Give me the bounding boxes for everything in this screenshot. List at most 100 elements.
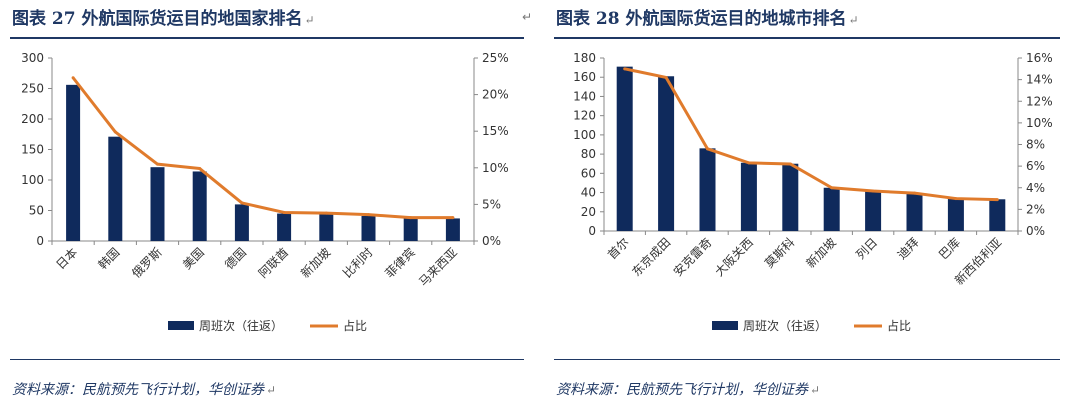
title-return-mark: ↵	[304, 13, 315, 27]
y2-tick-label: 12%	[1026, 94, 1053, 108]
share-point	[240, 201, 244, 205]
x-tick-label: 列日	[853, 235, 880, 262]
share-point	[623, 67, 627, 71]
bar	[403, 218, 418, 241]
source-text: 资料来源：民航预先飞行计划，华创证券	[556, 382, 808, 398]
bar	[108, 136, 123, 241]
y2-tick-label: 15%	[482, 124, 509, 138]
y-tick-label: 140	[573, 89, 596, 103]
bar	[906, 193, 923, 231]
y2-tick-label: 10%	[482, 161, 509, 175]
bar	[947, 198, 964, 231]
bar	[699, 148, 716, 231]
chart-panel-right: 图表 28 外航国际货运目的地城市排名 ↵ 0 20 40 60 80 100 120 140 1…	[544, 0, 1066, 410]
y2-tick-label: 10%	[1026, 116, 1053, 130]
chart-panel-left: 图表 27 外航国际货运目的地国家排名 ↵ 0 50 100 150 200 250 300 0…	[0, 0, 532, 410]
share-point	[367, 213, 370, 217]
bar	[361, 215, 376, 241]
x-tick-label: 首尔	[604, 235, 632, 263]
legend-bar-label: 周班次（往返）	[743, 318, 827, 333]
y-tick-label: 300	[21, 51, 44, 65]
share-point	[871, 189, 875, 193]
x-tick-label: 比利时	[340, 245, 375, 280]
y-tick-label: 0	[36, 234, 44, 248]
source-return-mark: ↵	[266, 383, 277, 397]
y-tick-label: 80	[581, 147, 596, 161]
y-tick-label: 60	[581, 166, 596, 180]
x-tick-label: 韩国	[95, 245, 123, 273]
x-tick-label: 东京成田	[629, 235, 673, 279]
x-tick-label: 日本	[53, 245, 80, 272]
bar	[823, 187, 840, 231]
bar	[66, 84, 81, 241]
share-point	[747, 161, 751, 165]
share-point	[913, 191, 916, 195]
y2-tick-label: 0%	[1026, 224, 1045, 238]
x-tick-label: 新加坡	[803, 235, 839, 271]
share-line	[624, 67, 998, 202]
x-tick-label: 美国	[180, 245, 207, 272]
y-tick-label: 100	[21, 173, 44, 187]
share-point	[995, 198, 999, 202]
legend-bar-swatch	[712, 321, 738, 330]
legend-bar-label: 周班次（往返）	[199, 318, 283, 333]
bar	[234, 204, 249, 241]
bar	[782, 163, 799, 231]
share-point	[706, 147, 709, 151]
y-tick-label: 20	[581, 205, 596, 219]
share-point	[830, 186, 834, 190]
y2-tick-label: 14%	[1026, 73, 1053, 87]
y-tick-label: 120	[573, 109, 596, 123]
share-point	[156, 162, 159, 166]
bar	[319, 214, 334, 241]
chart-title: 图表 28 外航国际货运目的地城市排名 ↵	[556, 4, 859, 29]
source-note: 资料来源：民航预先飞行计划，华创证券 ↵	[12, 379, 276, 399]
x-tick-label: 安克雷奇	[670, 235, 715, 280]
share-point	[198, 167, 202, 171]
legend-line-label: 占比	[343, 318, 367, 333]
bar	[658, 76, 675, 231]
title-rule	[554, 37, 1060, 39]
chart-title-text: 图表 28 外航国际货运目的地城市排名	[556, 9, 847, 29]
y2-tick-label: 4%	[1026, 181, 1045, 195]
bar-line-chart-countries: 0 50 100 150 200 250 300 0% 5% 10% 15% 20% 25% 日本 韩国 俄罗…	[21, 51, 509, 333]
y2-tick-label: 5%	[482, 197, 501, 211]
bar	[445, 218, 460, 241]
bar	[865, 191, 882, 231]
y-tick-label: 250	[21, 82, 44, 96]
title-return-mark: ↵	[848, 13, 859, 27]
bar	[192, 171, 207, 241]
share-point	[324, 211, 328, 215]
y2-tick-label: 2%	[1026, 202, 1045, 216]
share-point	[409, 216, 413, 220]
source-note: 资料来源：民航预先飞行计划，华创证券 ↵	[556, 379, 820, 399]
y-tick-label: 50	[29, 204, 44, 218]
bar	[150, 167, 165, 241]
y-tick-label: 40	[581, 186, 596, 200]
bar-line-chart-cities: 0 20 40 60 80 100 120 140 160 180 0% 2% 4% 6% 8% 10% 12%…	[573, 51, 1053, 333]
bar	[277, 213, 292, 241]
y2-tick-label: 16%	[1026, 51, 1053, 65]
y2-tick-label: 8%	[1026, 138, 1045, 152]
y-tick-label: 200	[21, 112, 44, 126]
share-line	[71, 76, 453, 220]
source-text: 资料来源：民航预先飞行计划，华创证券	[12, 382, 264, 398]
x-tick-label: 阿联酋	[255, 245, 291, 281]
x-tick-label: 菲律宾	[382, 245, 418, 281]
source-rule	[10, 359, 524, 360]
share-point	[664, 75, 668, 79]
share-point	[71, 76, 75, 80]
y-tick-label: 150	[21, 143, 44, 157]
y-tick-label: 100	[573, 128, 596, 142]
chart-title: 图表 27 外航国际货运目的地国家排名 ↵	[12, 4, 315, 29]
y2-tick-label: 0%	[482, 234, 501, 248]
y2-tick-label: 6%	[1026, 159, 1045, 173]
bar	[740, 162, 757, 231]
y-tick-label: 180	[573, 51, 596, 65]
x-tick-label: 新加坡	[297, 245, 333, 281]
x-tick-label: 德国	[221, 245, 249, 273]
source-return-mark: ↵	[810, 383, 821, 397]
bar	[989, 199, 1006, 231]
x-tick-label: 莫斯科	[762, 235, 797, 270]
chart-title-text: 图表 27 外航国际货运目的地国家排名	[12, 9, 303, 29]
